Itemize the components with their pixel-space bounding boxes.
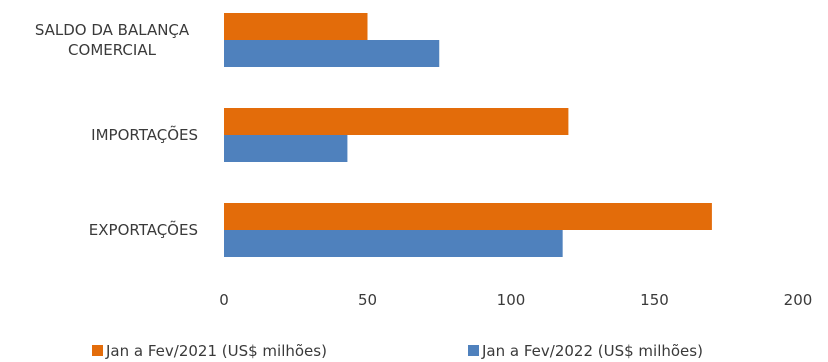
category-label-2: SALDO DA BALANÇA COMERCIAL bbox=[35, 21, 190, 59]
x-tick-label-4: 200 bbox=[784, 291, 813, 309]
x-axis-ticks: 0 50 100 150 200 bbox=[219, 291, 812, 309]
x-tick-label-0: 0 bbox=[219, 291, 229, 309]
x-tick-label-3: 150 bbox=[640, 291, 669, 309]
category-label-0: EXPORTAÇÕES bbox=[89, 220, 198, 239]
bars-group bbox=[224, 13, 712, 257]
bar-2021-2 bbox=[224, 13, 368, 40]
bar-2022-2 bbox=[224, 40, 440, 67]
bar-2021-1 bbox=[224, 108, 569, 135]
legend-label-0: Jan a Fev/2021 (US$ milhões) bbox=[105, 342, 327, 360]
legend-label-1: Jan a Fev/2022 (US$ milhões) bbox=[481, 342, 703, 360]
bar-2022-0 bbox=[224, 230, 563, 257]
legend-swatch-0 bbox=[92, 345, 103, 356]
category-label-1: IMPORTAÇÕES bbox=[91, 125, 198, 144]
legend-swatch-1 bbox=[468, 345, 479, 356]
x-tick-label-2: 100 bbox=[497, 291, 526, 309]
bar-2022-1 bbox=[224, 135, 348, 162]
legend: Jan a Fev/2021 (US$ milhões) Jan a Fev/20… bbox=[92, 342, 703, 360]
bar-2021-0 bbox=[224, 203, 712, 230]
category-labels: EXPORTAÇÕES IMPORTAÇÕES SALDO DA BALANÇA CO… bbox=[35, 21, 198, 239]
x-tick-label-1: 50 bbox=[358, 291, 377, 309]
